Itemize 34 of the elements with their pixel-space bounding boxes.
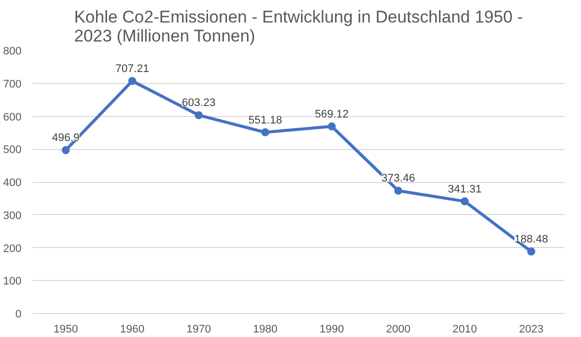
x-tick-label: 1960 <box>120 324 144 336</box>
data-label: 373.46 <box>381 172 416 185</box>
x-tick-label: 1990 <box>320 324 344 336</box>
data-label: 551.18 <box>248 114 282 126</box>
x-tick-label: 2023 <box>519 324 544 336</box>
x-tick-label: 1980 <box>253 324 278 336</box>
y-tick-label: 200 <box>3 242 22 255</box>
point <box>460 197 469 206</box>
y-tick-label: 600 <box>3 111 22 124</box>
x-tick-label: 1950 <box>54 324 78 336</box>
data-label: 603.23 <box>182 97 216 110</box>
point <box>194 111 203 120</box>
data-label: 707.21 <box>115 63 150 76</box>
point <box>261 128 270 136</box>
data-label: 569.12 <box>314 108 349 120</box>
chart-title: Kohle Co2-Emissionen - Entwicklung in Deutschland 1950 - 2023 (Millionen Tonnen) <box>74 8 523 46</box>
y-tick-label: 500 <box>3 144 22 156</box>
x-tick-label: 1970 <box>186 324 211 336</box>
x-tick-label: 2010 <box>452 324 477 336</box>
point <box>394 186 402 195</box>
y-tick-label: 100 <box>3 276 22 288</box>
point <box>128 77 136 85</box>
point <box>527 248 536 256</box>
y-tick-label: 800 <box>3 46 22 58</box>
data-label: 188.48 <box>514 234 548 246</box>
point <box>62 146 70 154</box>
y-tick-label: 0 <box>15 308 22 320</box>
data-label: 496.9 <box>52 132 80 144</box>
data-label: 341.31 <box>448 183 482 196</box>
y-tick-label: 300 <box>3 210 22 222</box>
y-tick-label: 700 <box>3 78 22 90</box>
x-tick-label: 2000 <box>386 324 410 336</box>
y-tick-label: 400 <box>3 177 22 189</box>
point <box>328 122 336 130</box>
